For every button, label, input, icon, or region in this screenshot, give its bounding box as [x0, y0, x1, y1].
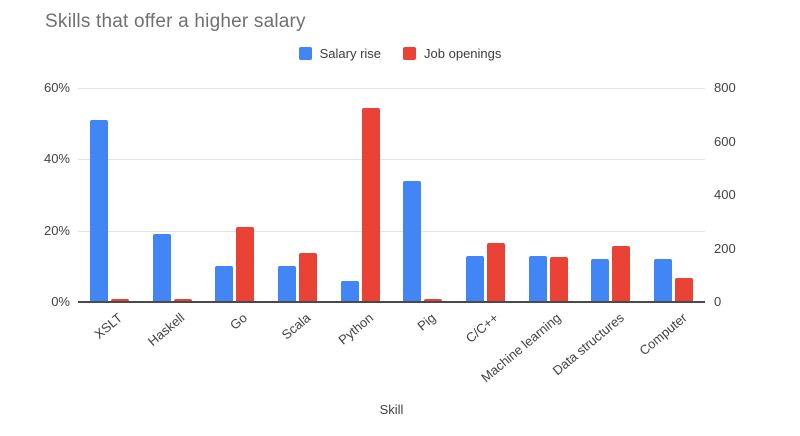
gridline	[78, 230, 705, 232]
y2-axis-tick-label: 200	[714, 240, 736, 256]
x-axis-tick-label-go: Go	[227, 310, 251, 333]
bar-group-machine-learning	[517, 88, 580, 302]
bar-salary-rise-machine-learning[interactable]	[528, 255, 547, 302]
legend-label: Job openings	[424, 46, 502, 61]
gridline	[78, 88, 705, 89]
bar-salary-rise-haskell[interactable]	[152, 234, 171, 302]
bars-layer	[78, 88, 705, 302]
legend: Salary rise Job openings	[0, 46, 800, 61]
bar-group-python	[329, 88, 392, 302]
y2-axis-tick-label: 0	[714, 294, 722, 309]
bar-job-openings-go[interactable]	[236, 227, 255, 302]
bar-group-pig	[392, 88, 455, 302]
bar-salary-rise-go[interactable]	[215, 266, 234, 302]
bar-job-openings-python[interactable]	[361, 108, 380, 302]
bar-job-openings-c-c[interactable]	[487, 243, 506, 302]
bar-salary-rise-python[interactable]	[340, 280, 359, 302]
legend-item-job-openings[interactable]: Job openings	[403, 46, 501, 61]
bar-job-openings-pig[interactable]	[424, 299, 443, 302]
bar-job-openings-data-structures[interactable]	[612, 245, 631, 302]
x-axis-tick-label-xslt: XSLT	[91, 310, 126, 342]
bar-salary-rise-scala[interactable]	[277, 266, 296, 302]
y-axis-tick-label: 60%	[43, 80, 70, 95]
x-axis-tick-label-computer: Computer	[635, 310, 690, 359]
legend-swatch-icon	[298, 47, 312, 60]
bar-job-openings-haskell[interactable]	[173, 299, 192, 302]
bar-group-scala	[266, 88, 329, 302]
legend-label: Salary rise	[319, 46, 382, 61]
bar-job-openings-xslt[interactable]	[110, 299, 129, 302]
y-axis-tick-label: 20%	[43, 222, 70, 238]
x-axis-tick-label-haskell: Haskell	[145, 310, 188, 349]
y2-axis-tick-label: 400	[714, 187, 736, 202]
bar-group-xslt	[78, 88, 141, 302]
y2-axis-tick-label: 600	[714, 133, 736, 149]
y2-axis-tick-label: 800	[714, 80, 736, 95]
x-axis-tick-label-scala: Scala	[278, 310, 314, 343]
x-axis-tick-label-pig: Pig	[414, 310, 439, 334]
x-axis-tick-label-c-c: C/C++	[462, 310, 502, 346]
chart-title: Skills that offer a higher salary	[45, 11, 306, 32]
legend-swatch-icon	[403, 47, 417, 60]
bar-job-openings-machine-learning[interactable]	[549, 256, 568, 302]
y-axis-tick-label: 40%	[43, 151, 70, 167]
gridline	[78, 159, 705, 161]
legend-item-salary-rise[interactable]: Salary rise	[298, 46, 382, 61]
x-axis-tick-label-python: Python	[335, 310, 376, 348]
bar-salary-rise-data-structures[interactable]	[591, 259, 610, 302]
bar-group-computer	[642, 88, 705, 302]
x-axis-title: Skill	[379, 402, 404, 417]
plot-area	[78, 88, 705, 303]
bar-salary-rise-pig[interactable]	[403, 180, 422, 302]
bar-group-go	[203, 88, 266, 302]
bar-salary-rise-c-c[interactable]	[466, 255, 485, 302]
bar-salary-rise-xslt[interactable]	[89, 120, 108, 302]
bar-group-haskell	[141, 88, 204, 302]
x-axis-baseline	[78, 301, 705, 303]
bar-group-data-structures	[580, 88, 643, 302]
bar-job-openings-scala[interactable]	[298, 252, 317, 302]
bar-job-openings-computer[interactable]	[675, 277, 694, 302]
y-axis-tick-label: 0%	[51, 294, 70, 309]
bar-salary-rise-computer[interactable]	[654, 259, 673, 302]
bar-group-c-c	[454, 88, 517, 302]
